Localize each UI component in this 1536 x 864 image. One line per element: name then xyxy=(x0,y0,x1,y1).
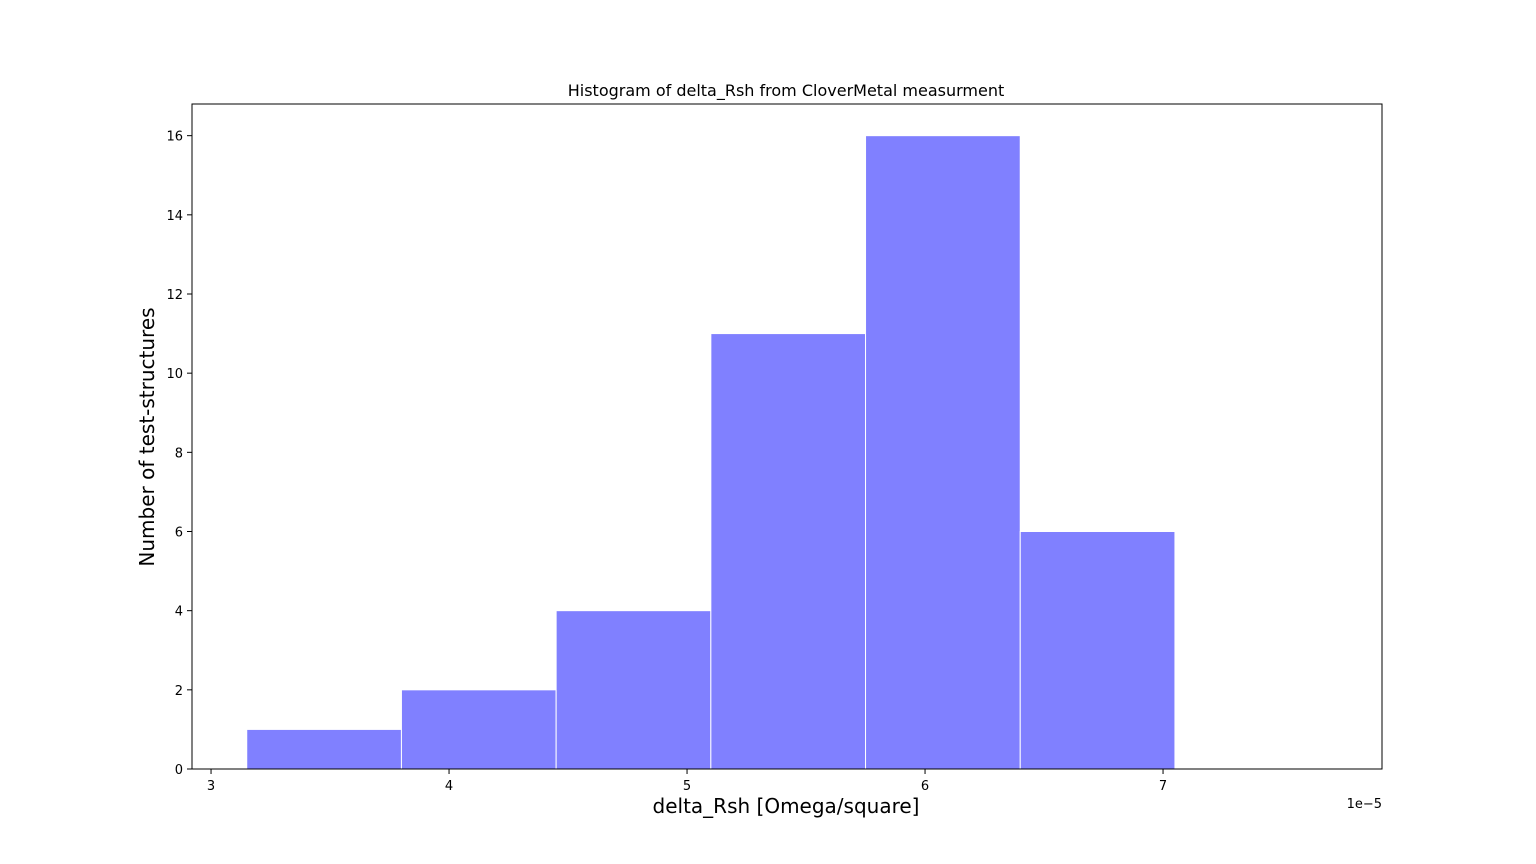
x-tick-label: 6 xyxy=(921,779,929,794)
x-tick-label: 7 xyxy=(1159,779,1167,794)
y-tick-label: 8 xyxy=(175,446,183,461)
plot-frame xyxy=(191,103,1383,770)
y-tick-label: 0 xyxy=(175,763,183,778)
x-tick-label: 5 xyxy=(683,779,691,794)
x-offset-label: 1e−5 xyxy=(1347,797,1382,812)
y-tick-label: 14 xyxy=(166,209,183,224)
x-axis-label: delta_Rsh [Omega/square] xyxy=(653,794,920,818)
bars-group xyxy=(246,135,1176,770)
y-tick-label: 4 xyxy=(175,605,183,620)
histogram-bar xyxy=(710,333,867,770)
histogram-bar xyxy=(865,135,1021,770)
histogram-bar xyxy=(400,689,557,770)
x-axis-ticks: 3 4 5 6 7 xyxy=(207,769,1167,794)
y-tick-label: 12 xyxy=(166,288,183,303)
chart-title: Histogram of delta_Rsh from CloverMetal … xyxy=(568,81,1005,101)
x-tick-label: 3 xyxy=(207,779,215,794)
histogram-bar xyxy=(246,728,402,770)
y-axis-ticks: 0 2 4 6 8 10 12 14 16 xyxy=(166,130,192,778)
x-tick-label: 4 xyxy=(445,779,453,794)
histogram-bar xyxy=(555,610,712,770)
y-tick-label: 6 xyxy=(175,526,183,541)
y-tick-label: 10 xyxy=(166,367,183,382)
histogram-bar xyxy=(1019,531,1176,770)
y-tick-label: 16 xyxy=(166,130,183,145)
y-axis-label: Number of test-structures xyxy=(135,307,159,566)
y-tick-label: 2 xyxy=(175,684,183,699)
